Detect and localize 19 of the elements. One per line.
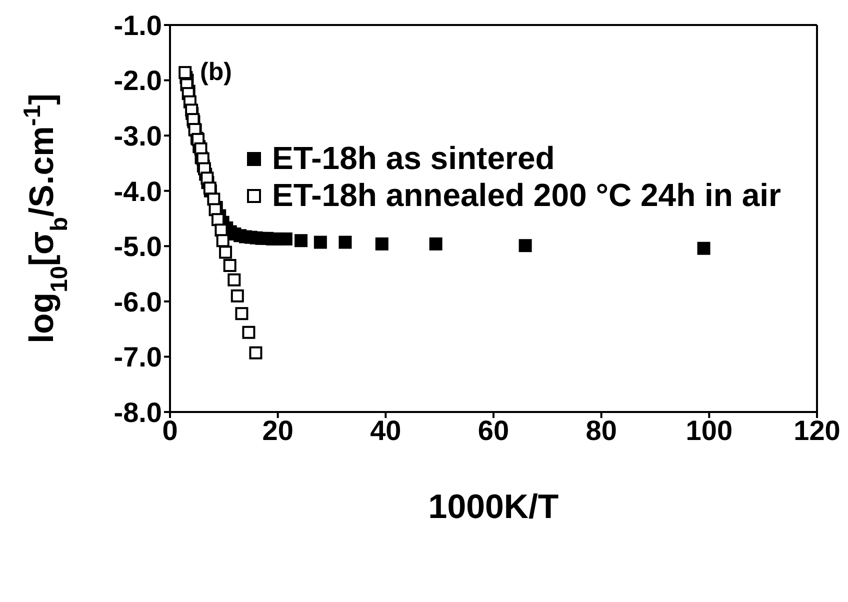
x-tick-label: 80 [586,414,617,446]
x-tick-label: 0 [162,414,178,446]
x-tick-label: 120 [794,414,840,446]
y-tick-label: -3.0 [114,120,162,152]
annotation: (b) [200,58,232,87]
y-tick-label: -6.0 [114,286,162,318]
y-tick-label: -4.0 [114,176,162,207]
y-tick-label: -7.0 [114,342,162,373]
y-tick-label: -8.0 [114,396,162,428]
x-axis-title: 1000K/T [428,488,559,526]
y-tick-label: -5.0 [114,231,162,262]
legend-label: ET-18h annealed 200 °C 24h in air [272,177,781,214]
x-tick-label: 60 [478,414,510,446]
x-tick-label: 100 [686,414,733,446]
y-tick-label: -2.0 [114,65,162,96]
y-tick-label: -1.0 [114,10,162,41]
legend-label: ET-18h as sintered [272,140,555,177]
x-tick-label: 40 [370,414,402,446]
x-tick-label: 20 [262,414,294,446]
